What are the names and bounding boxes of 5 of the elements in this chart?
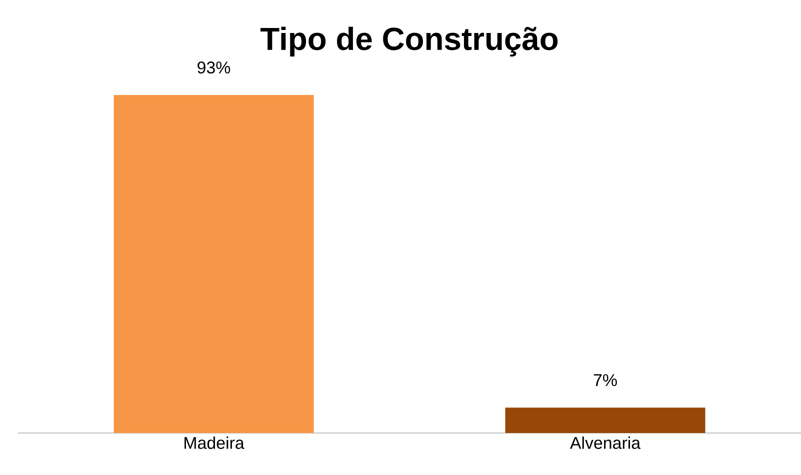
x-tick-label: Madeira	[184, 436, 244, 449]
data-label: 93%	[198, 62, 230, 74]
data-label: 7%	[594, 374, 617, 386]
x-tick-label: Alvenaria	[570, 436, 641, 449]
chart-title: Tipo de Construção	[260, 26, 558, 56]
